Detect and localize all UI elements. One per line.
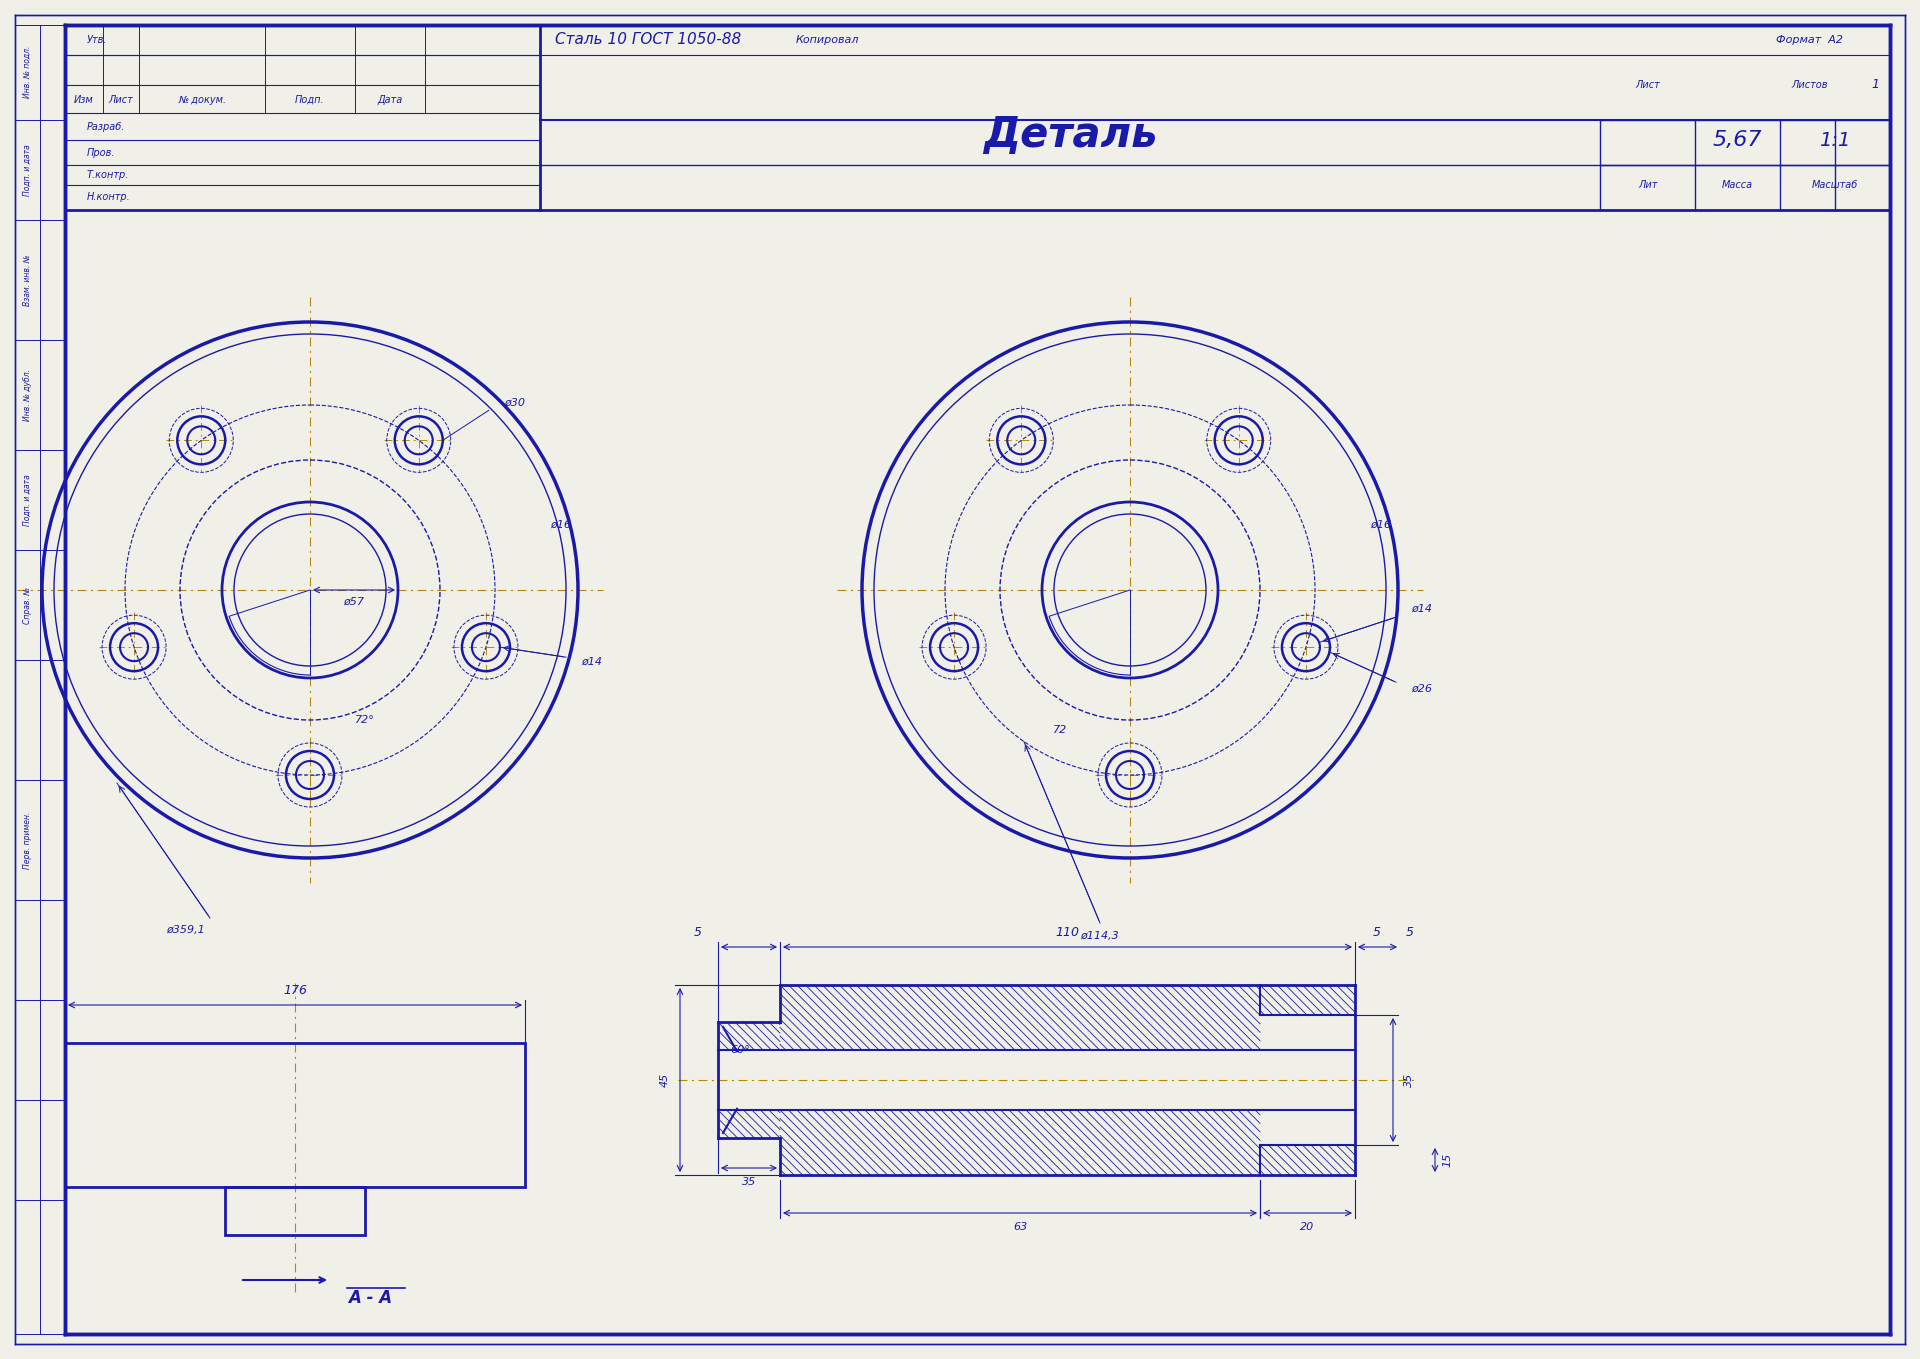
- Text: Масштаб: Масштаб: [1812, 179, 1859, 190]
- Text: ø14: ø14: [1411, 605, 1432, 614]
- Text: Пров.: Пров.: [86, 148, 115, 158]
- Text: Дата: Дата: [378, 95, 403, 105]
- Text: 5: 5: [1405, 927, 1413, 939]
- Text: Разраб.: Разраб.: [86, 122, 125, 132]
- Text: Справ. №: Справ. №: [23, 587, 31, 624]
- Text: Утв.: Утв.: [86, 35, 108, 45]
- Text: 60°: 60°: [730, 1045, 751, 1055]
- Text: 5: 5: [1373, 927, 1380, 939]
- Text: Подп.: Подп.: [296, 95, 324, 105]
- Text: Деталь: Деталь: [983, 114, 1158, 156]
- Text: Перв. примен.: Перв. примен.: [23, 811, 31, 868]
- Text: Формат  А2: Формат А2: [1776, 35, 1843, 45]
- Text: ø26: ø26: [1411, 684, 1432, 694]
- Text: 72: 72: [1052, 724, 1068, 735]
- Text: Изм: Изм: [75, 95, 94, 105]
- Text: ø16: ø16: [1371, 520, 1390, 530]
- Text: 15: 15: [1442, 1152, 1452, 1167]
- Text: 5: 5: [693, 927, 703, 939]
- Text: № докум.: № докум.: [179, 95, 227, 105]
- Text: 20: 20: [1300, 1222, 1315, 1233]
- Text: 110: 110: [1056, 927, 1079, 939]
- Bar: [225, 1186, 365, 1235]
- Text: 63: 63: [1014, 1222, 1027, 1233]
- Text: 35: 35: [1404, 1072, 1413, 1087]
- Text: 35: 35: [741, 1177, 756, 1186]
- Text: ø30: ø30: [503, 397, 524, 408]
- Text: Сталь 10 ГОСТ 1050-88: Сталь 10 ГОСТ 1050-88: [555, 33, 741, 48]
- Bar: [65, 1042, 524, 1186]
- Text: А - А: А - А: [348, 1288, 392, 1307]
- Text: Инв. № дубл.: Инв. № дубл.: [23, 370, 31, 421]
- Text: 45: 45: [660, 1072, 670, 1087]
- Text: 5,67: 5,67: [1713, 130, 1763, 149]
- Text: Копировал: Копировал: [795, 35, 860, 45]
- Text: ø57: ø57: [344, 597, 365, 607]
- Text: Лит: Лит: [1638, 179, 1657, 190]
- Text: Лист: Лист: [1636, 80, 1661, 90]
- Text: Т.контр.: Т.контр.: [86, 170, 129, 179]
- Text: Листов: Листов: [1791, 80, 1828, 90]
- Text: ø16: ø16: [549, 520, 570, 530]
- Text: Взам. инв. №: Взам. инв. №: [23, 254, 31, 306]
- Text: Подп. и дата: Подп. и дата: [23, 144, 31, 196]
- Text: ø359,1: ø359,1: [167, 925, 205, 935]
- Text: 1:1: 1:1: [1820, 130, 1851, 149]
- Text: Лист: Лист: [109, 95, 132, 105]
- Text: 72°: 72°: [355, 715, 374, 724]
- Text: 1: 1: [1870, 79, 1880, 91]
- Text: ø14: ø14: [582, 658, 603, 667]
- Text: Подп. и дата: Подп. и дата: [23, 474, 31, 526]
- Text: Масса: Масса: [1722, 179, 1753, 190]
- Text: Инв. № подл.: Инв. № подл.: [23, 46, 31, 98]
- Text: Н.контр.: Н.контр.: [86, 192, 131, 202]
- Text: ø114,3: ø114,3: [1081, 931, 1119, 940]
- Text: 176: 176: [282, 984, 307, 998]
